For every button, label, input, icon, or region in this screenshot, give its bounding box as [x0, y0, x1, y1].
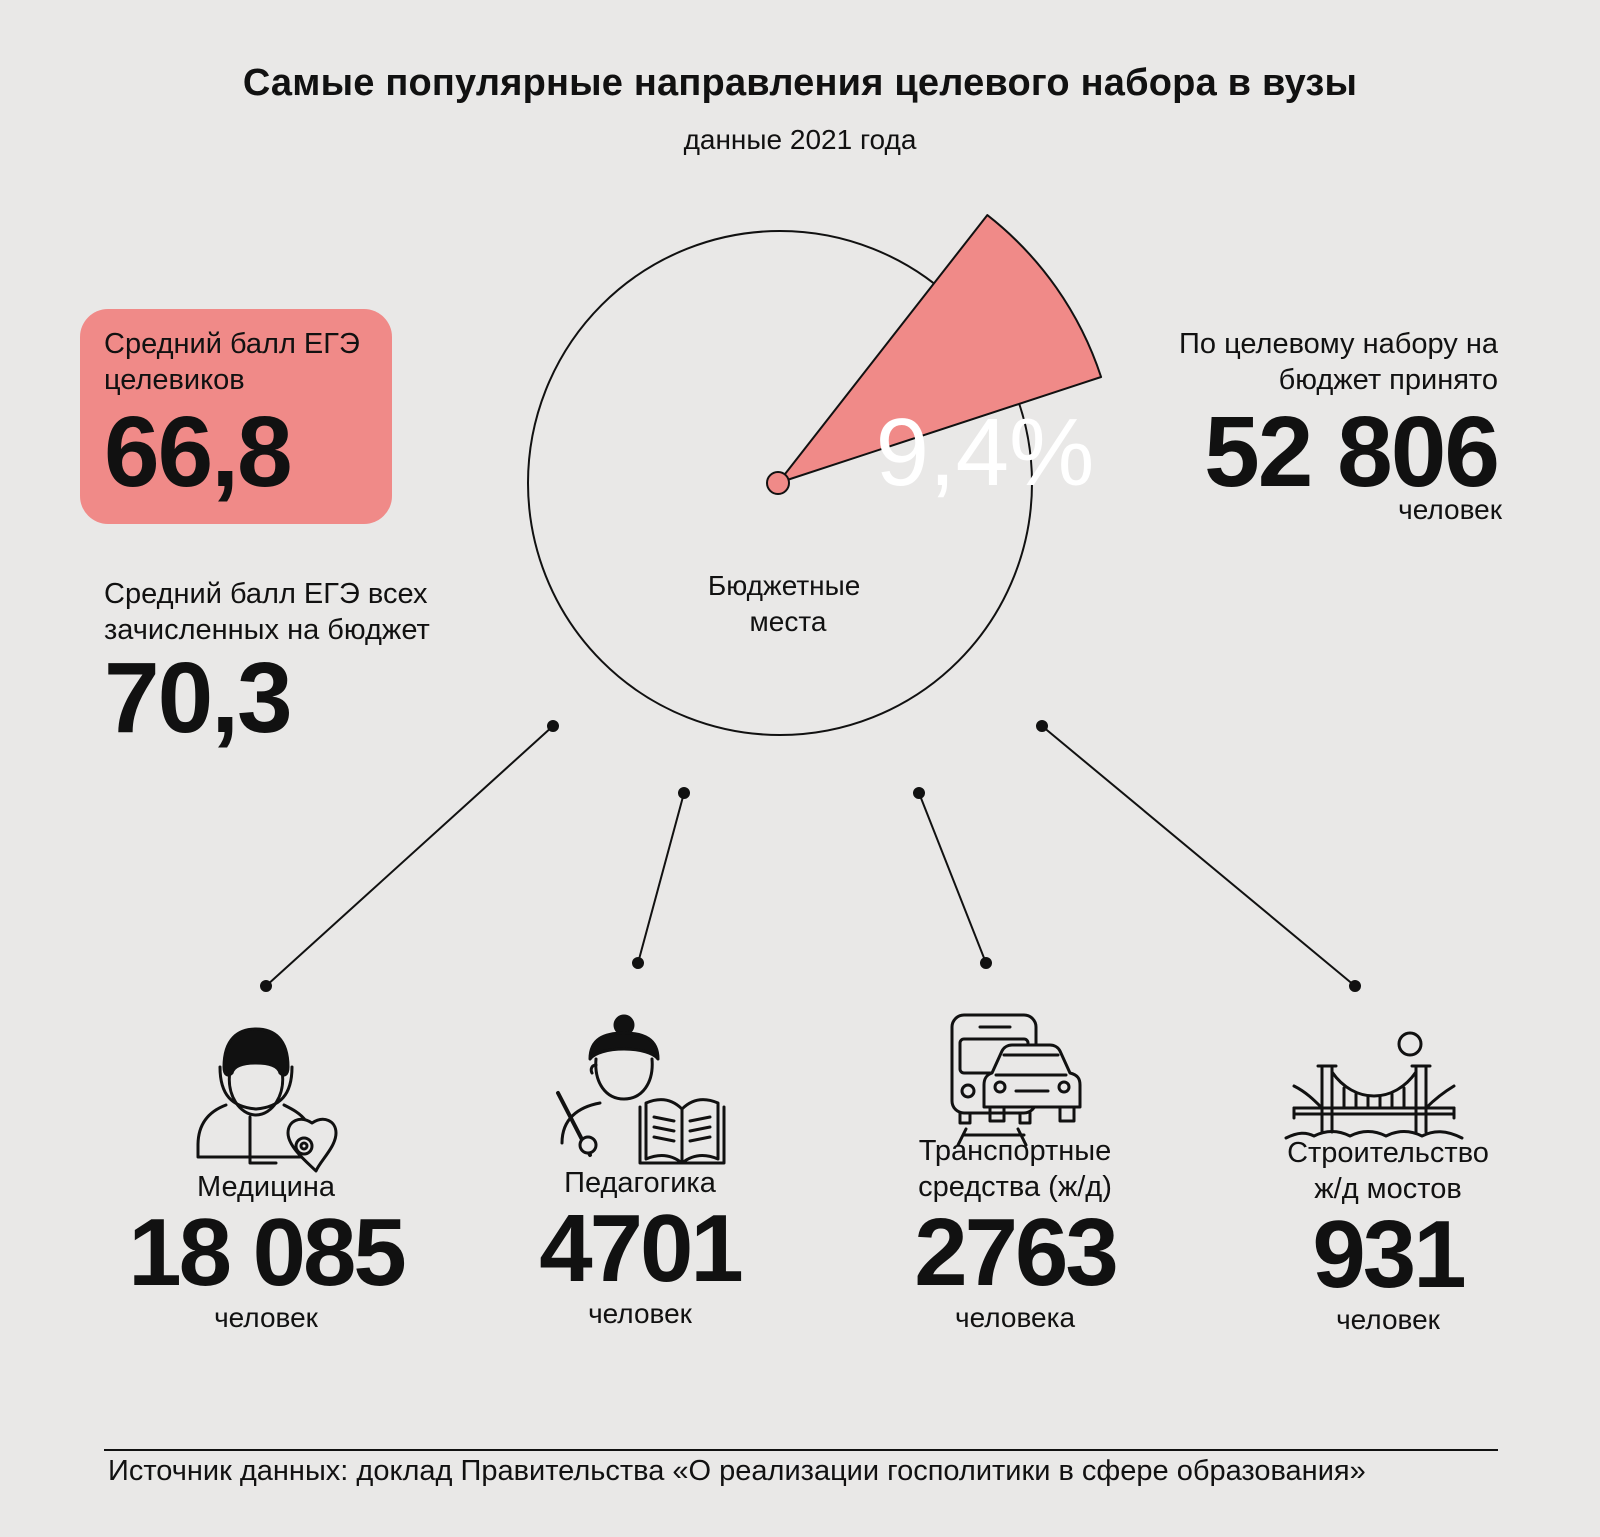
- chart-title: Самые популярные направления целевого на…: [242, 62, 1358, 104]
- category-value: 2763: [914, 1199, 1119, 1306]
- source-note: Источник данных: доклад Правительства «О…: [108, 1455, 1366, 1487]
- bridge-icon: [1284, 1031, 1464, 1140]
- category-unit: человек: [588, 1298, 692, 1329]
- admitted-value: 52 806: [1204, 396, 1500, 508]
- target-score-value: 66,8: [104, 396, 293, 508]
- connector-lines: [260, 720, 1361, 992]
- all-score-label: Средний балл ЕГЭ всех зачисленных на бюд…: [104, 578, 430, 646]
- connector-dot: [547, 720, 559, 732]
- category-label: Педагогика: [564, 1167, 716, 1199]
- admitted-label: По целевому набору на бюджет принято: [1179, 328, 1498, 396]
- connector-bridges: [1041, 725, 1356, 987]
- pie-center-label-line1: Бюджетные: [708, 570, 860, 601]
- admitted-unit: человек: [1398, 494, 1502, 525]
- connector-dot: [980, 957, 992, 969]
- connector-transport: [918, 792, 987, 964]
- category-transport: Транспортные средства (ж/д) 2763 человек…: [835, 1133, 1195, 1335]
- category-unit: человека: [954, 1302, 1076, 1333]
- pie-center-label: Бюджетные места: [708, 570, 868, 637]
- category-value: 931: [1312, 1201, 1466, 1308]
- category-unit: человек: [1336, 1304, 1440, 1335]
- train-car-icon: [950, 1013, 1082, 1147]
- connector-dot: [913, 787, 925, 799]
- all-score-value: 70,3: [104, 642, 293, 754]
- category-unit: человек: [214, 1302, 318, 1333]
- connector-dot: [260, 980, 272, 992]
- category-bridges: Строительство ж/д мостов 931 человек: [1208, 1135, 1568, 1337]
- connector-dot: [678, 787, 690, 799]
- footer-divider: [104, 1449, 1498, 1451]
- category-value: 4701: [539, 1195, 744, 1302]
- doctor-heart-icon: [196, 1027, 338, 1173]
- connector-dot: [1349, 980, 1361, 992]
- pie-slice-target: [777, 214, 1103, 484]
- budget-places-circle: [527, 230, 1033, 736]
- pie-slice-percent: 9,4%: [876, 399, 1095, 506]
- category-label: Транспортные средства (ж/д): [918, 1135, 1112, 1203]
- category-value: 18 085: [128, 1199, 407, 1306]
- pie-center-dot: [766, 471, 790, 495]
- category-label: Строительство ж/д мостов: [1287, 1137, 1489, 1205]
- teacher-book-icon: [556, 1014, 726, 1165]
- connector-dot: [632, 957, 644, 969]
- category-label: Медицина: [196, 1171, 336, 1203]
- category-medicine: Медицина 18 085 человек: [86, 1169, 446, 1335]
- connector-dot: [1036, 720, 1048, 732]
- connector-medicine: [265, 725, 554, 987]
- category-pedagogy: Педагогика 4701 человек: [460, 1165, 820, 1331]
- target-score-label: Средний балл ЕГЭ целевиков: [104, 328, 360, 396]
- chart-subtitle: данные 2021 года: [683, 124, 917, 155]
- pie-center-label-line2: места: [750, 606, 827, 637]
- target-score-card: [80, 309, 392, 524]
- connector-pedagogy: [637, 792, 685, 964]
